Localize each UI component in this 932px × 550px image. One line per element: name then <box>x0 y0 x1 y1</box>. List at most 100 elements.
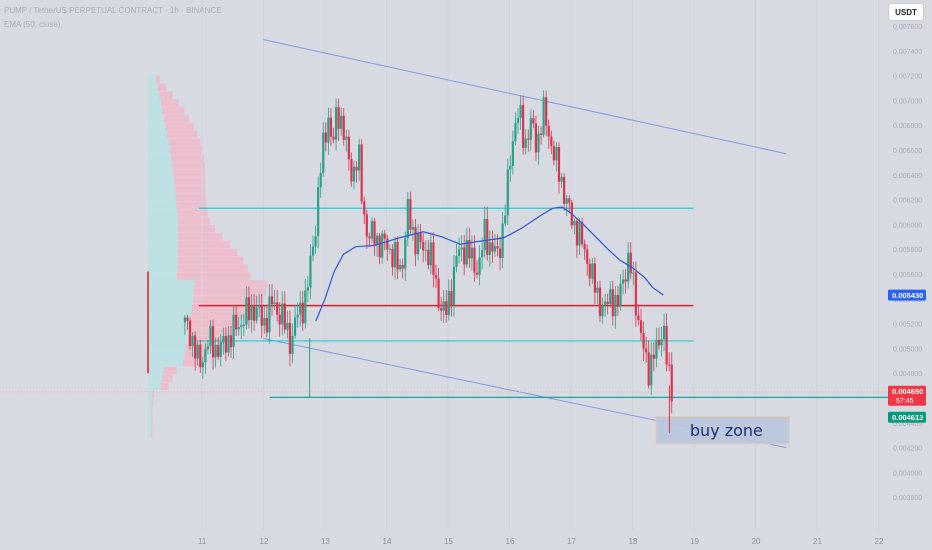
indicator-legend[interactable]: EMA (50, close) <box>4 20 61 29</box>
candle-body-158 <box>588 263 591 279</box>
candle-body-10 <box>209 326 212 347</box>
profile-up-bar-31 <box>148 319 190 328</box>
bid-tag-bg <box>888 411 926 423</box>
y-tick-0.006800: 0.006800 <box>893 123 922 130</box>
time-axis[interactable]: 11 12 13 14 15 16 17 18 19 20 21 22 <box>198 537 884 546</box>
candle-body-154 <box>578 222 581 246</box>
candle-body-21 <box>237 326 240 330</box>
candle-body-185 <box>657 339 661 346</box>
candle-body-17 <box>227 335 230 353</box>
candle-body-103 <box>447 290 450 316</box>
currency-button[interactable]: USDT <box>888 3 924 21</box>
candle-body-136 <box>532 118 535 124</box>
candle-body-32 <box>265 318 268 333</box>
profile-up-bar-30 <box>148 311 192 320</box>
candle-body-166 <box>609 289 612 305</box>
profile-up-bar-3 <box>148 99 161 107</box>
candle-body-58 <box>332 136 335 140</box>
profile-up-bar-18 <box>148 217 178 225</box>
candle-body-171 <box>621 279 625 284</box>
profile-down-bar-4 <box>162 107 185 115</box>
candle-body-54 <box>322 132 325 174</box>
profile-up-bar-22 <box>148 248 178 257</box>
candle-body-164 <box>604 301 607 305</box>
candle-body-76 <box>378 235 381 258</box>
time-gridlines <box>201 0 879 530</box>
candle-body-59 <box>334 107 338 140</box>
profile-down-bar-0 <box>156 75 161 84</box>
candle-body-168 <box>614 295 617 317</box>
profile-down-bar-11 <box>172 162 205 170</box>
ema-line <box>315 206 664 322</box>
candle-body-100 <box>440 308 443 311</box>
candle-body-30 <box>260 305 263 326</box>
candle-body-38 <box>281 303 284 325</box>
candle-body-52 <box>317 187 320 237</box>
y-tick-0.006000: 0.006000 <box>893 222 922 229</box>
x-tick-20: 20 <box>752 537 761 546</box>
profile-up-bar-2 <box>148 91 160 99</box>
profile-up-bar-17 <box>148 209 178 217</box>
candle-body-41 <box>288 322 292 354</box>
profile-down-bar-13 <box>174 177 206 186</box>
candle-body-9 <box>206 346 210 350</box>
symbol-title: PUMP / TetherUS PERPETUAL CONTRACT · 1h … <box>4 6 222 15</box>
volume-profile <box>148 75 269 438</box>
x-tick-22: 22 <box>875 537 884 546</box>
candle-body-176 <box>634 272 637 316</box>
price-axis[interactable]: 0.007600 0.007400 0.007200 0.007000 0.006800… <box>893 24 922 502</box>
candle-body-82 <box>393 242 397 268</box>
candle-body-42 <box>291 335 294 354</box>
x-tick-11: 11 <box>198 537 207 546</box>
candle-body-189 <box>668 364 671 366</box>
candle-body-119 <box>488 242 491 255</box>
candle-body-169 <box>616 295 620 307</box>
candle-body-141 <box>545 97 548 126</box>
candle-body-161 <box>596 287 599 293</box>
candle-body-61 <box>340 115 343 129</box>
candle-body-53 <box>319 173 322 188</box>
y-tick-0.006400: 0.006400 <box>893 173 922 180</box>
ema50-line <box>315 206 664 322</box>
profile-down-bar-44 <box>151 421 153 430</box>
candle-body-153 <box>575 221 579 246</box>
candle-body-31 <box>263 318 266 326</box>
profile-up-bar-39 <box>148 382 161 391</box>
candle-body-107 <box>457 249 461 257</box>
candle-body-22 <box>240 324 243 327</box>
y-tick-0.005200: 0.005200 <box>893 322 922 329</box>
y-tick-0.007000: 0.007000 <box>893 98 922 105</box>
candle-body-99 <box>437 278 440 309</box>
profile-up-bar-4 <box>148 107 163 115</box>
candle-body-111 <box>468 239 471 259</box>
y-tick-0.007200: 0.007200 <box>893 74 922 81</box>
candle-body-11 <box>211 326 215 358</box>
profile-up-bar-23 <box>148 256 178 265</box>
candle-body-29 <box>258 305 261 308</box>
candle-body-98 <box>434 275 438 279</box>
buy-zone-box[interactable]: buy zone <box>655 416 790 445</box>
candle-body-163 <box>601 304 604 317</box>
candle-body-48 <box>306 287 309 291</box>
candle-body-16 <box>224 335 227 353</box>
buy-zone-label: buy zone <box>690 421 763 440</box>
candle-body-71 <box>365 214 368 237</box>
profile-up-bar-13 <box>148 177 175 186</box>
profile-down-bar-36 <box>183 358 200 367</box>
candle-body-39 <box>283 303 286 330</box>
candle-body-137 <box>534 123 538 153</box>
candle-body-79 <box>386 238 389 250</box>
profile-down-bar-22 <box>177 248 238 257</box>
x-tick-16: 16 <box>506 537 515 546</box>
candle-body-123 <box>498 248 502 258</box>
candle-body-23 <box>242 324 245 326</box>
candle-body-89 <box>411 227 415 230</box>
profile-down-bar-28 <box>192 295 262 304</box>
candle-body-4 <box>194 335 197 359</box>
profile-down-bar-3 <box>160 99 179 107</box>
candle-body-125 <box>504 215 507 224</box>
candle-body-74 <box>373 221 376 245</box>
candle-body-102 <box>445 301 448 316</box>
profile-down-bar-5 <box>164 114 190 123</box>
